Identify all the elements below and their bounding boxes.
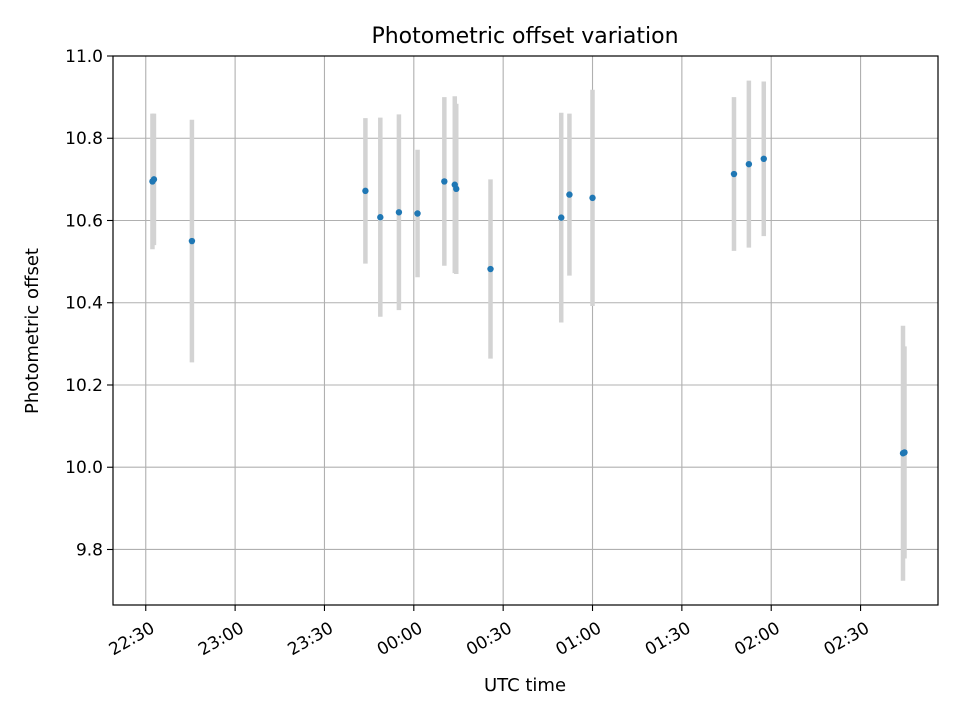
data-point (441, 178, 448, 185)
data-point (188, 237, 196, 245)
data-point (377, 214, 384, 221)
data-point (558, 214, 565, 221)
y-tick-label: 10.0 (65, 458, 103, 478)
chart-title: Photometric offset variation (371, 24, 678, 49)
data-point (566, 191, 573, 198)
data-points (149, 155, 908, 457)
data-point (395, 209, 403, 216)
y-tick-label: 10.2 (65, 376, 103, 396)
y-tick-label: 10.6 (65, 211, 103, 231)
y-tick-label: 11.0 (65, 47, 103, 67)
y-tick-label: 10.4 (65, 294, 103, 314)
data-point (453, 185, 460, 193)
data-point (487, 265, 494, 273)
y-tick-label: 9.8 (76, 540, 103, 560)
x-axis-label: UTC time (484, 675, 566, 696)
data-point (760, 155, 767, 163)
plot-frame (112, 55, 939, 606)
data-point (362, 187, 369, 195)
data-point (730, 170, 738, 178)
y-axis: 9.8 10.0 10.2 10.4 10.6 10.8 11.0 (65, 47, 113, 560)
data-point (414, 210, 421, 217)
y-tick-label: 10.8 (65, 129, 103, 149)
data-point (589, 194, 596, 202)
y-axis-label: Photometric offset (22, 248, 43, 414)
data-point (745, 160, 753, 168)
data-point (901, 449, 908, 456)
data-point (150, 176, 158, 183)
